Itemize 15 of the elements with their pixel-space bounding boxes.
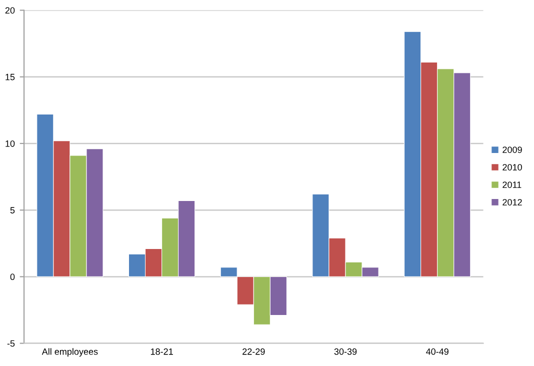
x-tick-label: 18-21 [150,348,173,355]
y-tick-label: 15 [6,74,15,80]
x-tick-label: 40-49 [426,348,448,355]
legend-label: 2010 [502,164,522,170]
x-tick-label: 30-39 [334,348,357,355]
y-tick-label: 10 [6,140,15,147]
x-tick-label: All employees [42,348,98,357]
y-tick-label: -5 [7,340,15,347]
y-tick-label: 20 [5,7,15,14]
legend-label: 2011 [502,182,522,188]
y-tick-label: 0 [10,274,15,280]
legend-label: 2012 [502,199,522,206]
legend-label: 2009 [502,146,522,153]
y-tick-label: 5 [10,207,15,214]
x-tick-label: 22-29 [242,348,265,355]
